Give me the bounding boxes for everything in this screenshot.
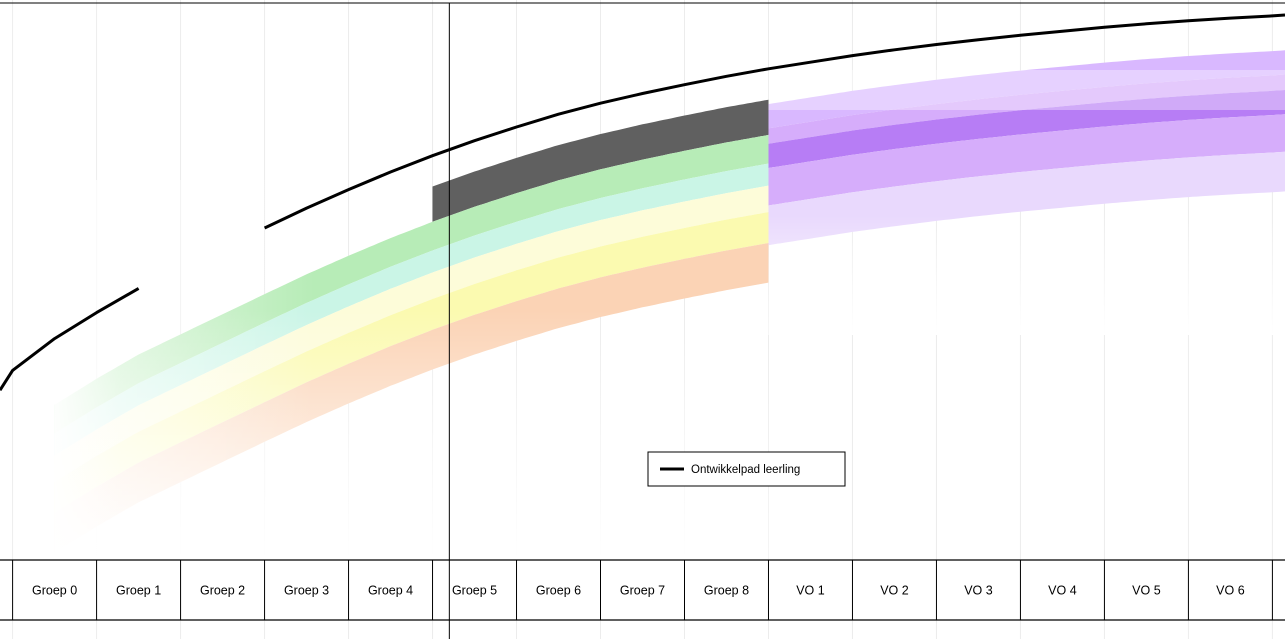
primary-band-3 <box>54 185 769 482</box>
primary-band-1 <box>54 134 769 434</box>
primary-band-left-fade <box>54 180 315 560</box>
legend-label-student-path: Ontwikkelpad leerling <box>691 464 800 476</box>
grade-label: Groep 4 <box>368 584 413 598</box>
primary-band-5 <box>54 243 769 553</box>
secondary-band-1 <box>768 74 1285 144</box>
grade-label: VO 4 <box>1048 584 1077 598</box>
student-line-segment-0 <box>0 287 140 392</box>
grade-label: Groep 1 <box>116 584 161 598</box>
grade-label: Groep 0 <box>32 584 77 598</box>
grade-label: Groep 8 <box>704 584 749 598</box>
band-fades <box>54 70 1285 560</box>
secondary-band-2 <box>768 90 1285 168</box>
grade-label: VO 3 <box>964 584 993 598</box>
grade-axis: Groep 0 Groep 1 Groep 2 Groep 3 Groep 4 Groep… <box>0 2 1285 621</box>
primary-band-0 <box>432 99 769 222</box>
grade-label: Groep 2 <box>200 584 245 598</box>
grade-label: VO 2 <box>880 584 909 598</box>
grade-label: Groep 5 <box>452 584 497 598</box>
secondary-band-top-fade <box>768 70 1285 110</box>
secondary-band-fade <box>768 215 1285 335</box>
grade-label: Groep 3 <box>284 584 329 598</box>
grade-label: VO 1 <box>796 584 825 598</box>
primary-band-2 <box>54 163 769 456</box>
primary-band-4 <box>54 212 769 513</box>
secondary-band-0 <box>768 50 1285 129</box>
grade-label: VO 5 <box>1132 584 1161 598</box>
grade-label: Groep 7 <box>620 584 665 598</box>
grade-label: Groep 6 <box>536 584 581 598</box>
legend: Ontwikkelpad leerling <box>647 451 846 487</box>
grade-label: VO 6 <box>1216 584 1245 598</box>
student-line-segment-1 <box>263 13 1285 230</box>
secondary-band-3 <box>768 114 1285 206</box>
student-development-line <box>0 13 1285 392</box>
grade-axis-background <box>0 560 1285 620</box>
